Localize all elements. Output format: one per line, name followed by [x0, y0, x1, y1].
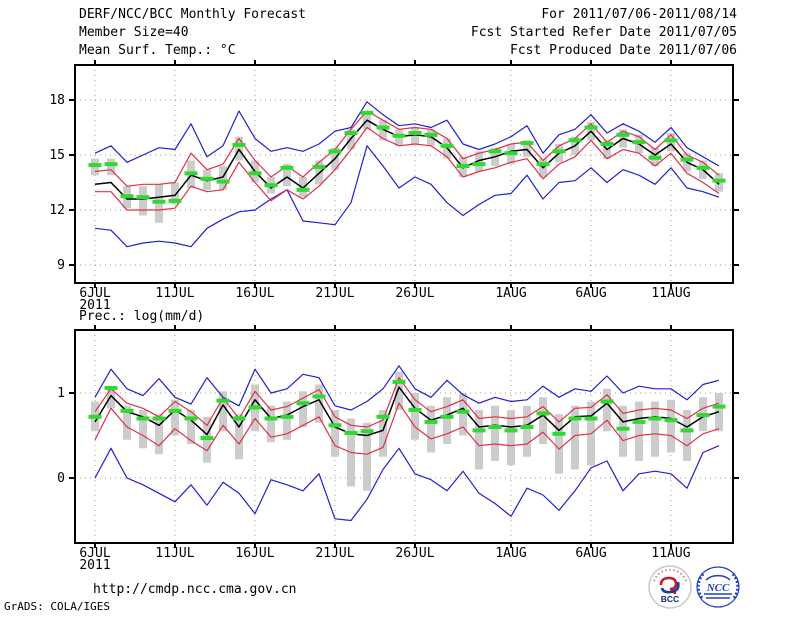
series-upper-quartile [94, 377, 720, 428]
series-upper-quartile [94, 110, 720, 187]
refer-date-label: Fcst Started Refer Date 2011/07/05 [470, 25, 737, 40]
ncc-wreath-left [696, 571, 706, 599]
x-tick-label: 21JUL [315, 286, 354, 301]
ncc-logo: NCC [696, 566, 740, 608]
ncc-logo-label: NCC [706, 582, 730, 594]
series-ensemble-min [94, 445, 720, 522]
x-tick-label: 6JUL [79, 546, 110, 561]
series-lower-quartile [94, 402, 720, 455]
temp-chart-title: Mean Surf. Temp.: °C [79, 43, 236, 58]
ncc-base-lines [704, 593, 732, 599]
grid-lines [75, 330, 733, 543]
y-tick-label: 12 [49, 203, 65, 218]
series-ensemble-max [94, 101, 720, 167]
series-ensemble-mean [94, 119, 720, 200]
series-ensemble-max [94, 365, 720, 411]
y-tick-label: 15 [49, 148, 65, 163]
x-tick-label: 6AUG [575, 286, 606, 301]
y-tick-label: 18 [49, 93, 65, 108]
bcc-red-swoosh [659, 576, 678, 595]
x-tick-label: 11AUG [651, 286, 690, 301]
ncc-wreath-right [730, 571, 740, 599]
x-tick-label: 11AUG [651, 546, 690, 561]
bcc-logo-label: BCC [661, 594, 679, 604]
x-tick-label: 26JUL [395, 546, 434, 561]
ncc-globe-arc [705, 574, 731, 581]
forecast-range-label: For 2011/07/06-2011/08/14 [541, 7, 737, 22]
y-tick-label: 9 [57, 258, 65, 273]
source-url: http://cmdp.ncc.cma.gov.cn [93, 582, 297, 597]
x-tick-label: 6AUG [575, 546, 606, 561]
plot-frame [69, 60, 739, 288]
x-tick-sublabel-year: 2011 [79, 298, 110, 313]
x-tick-label: 16JUL [235, 286, 274, 301]
prec-chart-title: Prec.: log(mm/d) [79, 309, 205, 324]
x-tick-label: 1AUG [495, 546, 526, 561]
x-tick-sublabel-year: 2011 [79, 558, 110, 573]
grads-credit: GrADS: COLA/IGES [4, 600, 110, 613]
x-tick-label: 1AUG [495, 286, 526, 301]
x-tick-label: 6JUL [79, 286, 110, 301]
series-ensemble-min [94, 145, 720, 248]
plot-frame [69, 325, 739, 548]
member-spread-bars [91, 111, 723, 223]
member-size-label: Member Size=40 [79, 25, 189, 40]
series-observation-markers [88, 110, 726, 204]
x-tick-label: 11JUL [155, 546, 194, 561]
series-lower-quartile [95, 126, 720, 211]
x-tick-label: 21JUL [315, 546, 354, 561]
x-tick-label: 26JUL [395, 286, 434, 301]
y-tick-label: 0 [57, 471, 65, 486]
series-observation-markers [88, 379, 726, 441]
bcc-blue-swoosh [660, 581, 680, 594]
y-tick-label: 1 [57, 386, 65, 401]
x-tick-label: 16JUL [235, 546, 274, 561]
series-ensemble-mean [94, 386, 720, 437]
x-tick-label: 11JUL [155, 286, 194, 301]
bcc-ring-characters [653, 568, 687, 582]
page-title: DERF/NCC/BCC Monthly Forecast [79, 7, 306, 22]
bcc-logo: BCC [648, 565, 692, 609]
produced-date-label: Fcst Produced Date 2011/07/06 [510, 43, 737, 58]
